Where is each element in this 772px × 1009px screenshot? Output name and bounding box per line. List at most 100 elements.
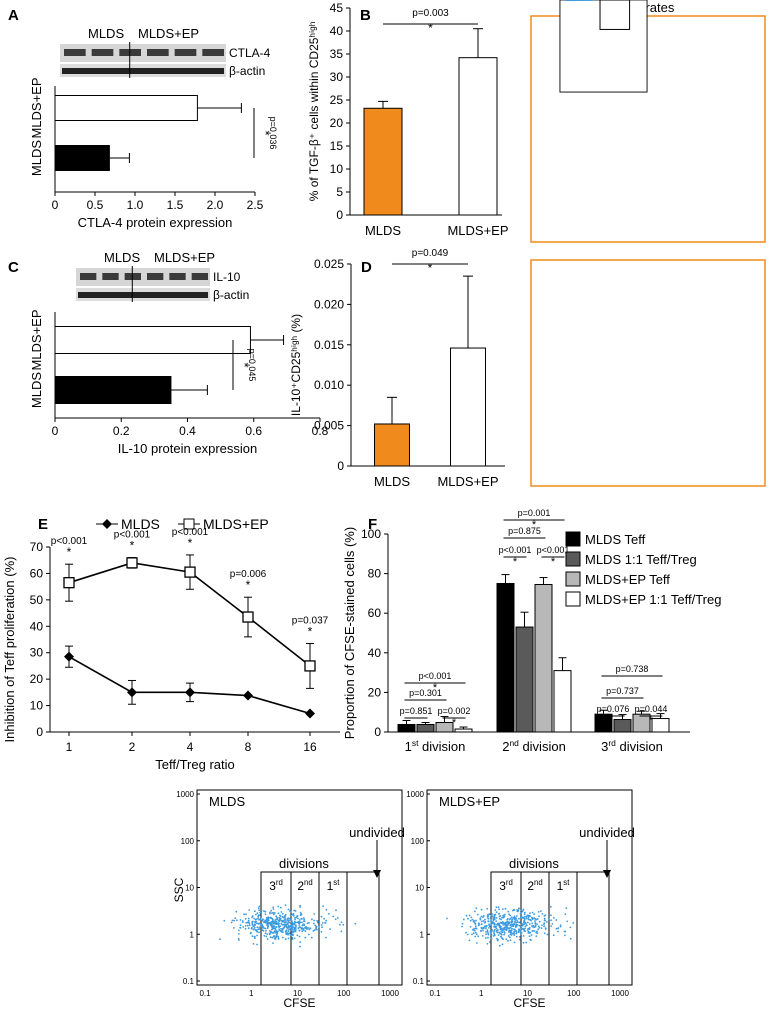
cfse-dot [223, 919, 226, 922]
cfse-dot [543, 923, 545, 926]
cfse-dot [277, 938, 280, 940]
cfse-dot [272, 924, 274, 926]
cfse-dot [474, 927, 476, 930]
cfse-dot [490, 934, 493, 936]
cfse-dot [520, 932, 523, 934]
cfse-dot [500, 933, 503, 935]
text-part: division [519, 739, 566, 754]
cfse-dot [543, 932, 546, 935]
cfse-dot [491, 920, 494, 923]
cfse-dot [536, 923, 538, 925]
p-value: p=0.045 [247, 349, 257, 382]
legend-label: MLDS Teff [585, 532, 646, 547]
significance-star: * [258, 130, 273, 135]
y-tick-label: 70 [30, 540, 44, 554]
legend-marker [183, 518, 195, 530]
cfse-dot [543, 915, 546, 917]
cfse-dot [508, 928, 510, 930]
cfse-dot [486, 929, 489, 932]
cfse-dot [469, 925, 472, 928]
cfse-dot [248, 909, 251, 911]
cfse-dot [324, 921, 326, 924]
cfse-dot [234, 917, 237, 919]
cfse-dot [531, 916, 533, 919]
x-tick-label: 0.2 [113, 424, 130, 438]
cfse-dot [291, 920, 293, 923]
cfse-dot [487, 913, 489, 916]
cfse-dot [485, 931, 487, 933]
cfse-dot [231, 919, 234, 922]
cfse-dot [295, 926, 297, 928]
cfse-dot [487, 933, 490, 936]
superscript: nd [304, 878, 313, 887]
gate-label: 2nd [527, 878, 542, 893]
superscript: rd [506, 878, 513, 887]
cfse-dot [500, 927, 503, 930]
data-point-MLDS+EP [304, 660, 316, 672]
cfse-dot [474, 935, 477, 938]
cfse-dot [553, 917, 555, 919]
cfse-dot [462, 918, 465, 921]
bar-MLDS Teff [594, 713, 613, 733]
cfse-dot [256, 943, 258, 946]
cfse-dot [301, 930, 304, 933]
cfse-dot [565, 907, 568, 910]
cfse-dot [503, 931, 505, 933]
cfse-dot [259, 917, 262, 920]
y-tick-label: 10 [30, 699, 44, 713]
cfse-dot [518, 936, 521, 938]
cfse-dot [557, 930, 559, 933]
y-tick-label: 0 [337, 459, 344, 473]
cfse-dot [488, 923, 490, 926]
cfse-dot [293, 922, 296, 924]
cfse-dot [283, 925, 286, 928]
cfse-dot [325, 909, 328, 911]
flow-y-tick: 0.1 [552, 0, 558, 1]
cfse-dot [313, 919, 315, 922]
cfse-dot [237, 938, 240, 940]
blot-label: CTLA-4 [229, 46, 271, 60]
cfse-dot [253, 926, 256, 929]
cfse-dot [497, 939, 499, 941]
cfse-dot [254, 937, 256, 940]
cfse-dot [272, 908, 275, 910]
cfse-dot [530, 939, 532, 941]
cfse-dot [284, 904, 287, 907]
cfse-dot [472, 920, 475, 923]
cfse-dot [292, 923, 294, 925]
cfse-dot [543, 925, 546, 928]
cfse-dot [282, 912, 284, 915]
legend-marker [102, 519, 112, 529]
text-part: 3 [499, 879, 506, 893]
category-label: MLDS [374, 474, 410, 489]
cfse-dot [475, 919, 477, 922]
flow-dots [565, 0, 594, 1]
legend-label: MLDS 1:1 Teff/Treg [585, 552, 697, 567]
blot-lane [102, 273, 119, 280]
cfse-dot [509, 939, 512, 942]
p-value: p=0.737 [606, 686, 639, 696]
cfse-dot [498, 908, 500, 911]
cfse-dot [486, 930, 489, 933]
cfse-dot [280, 911, 283, 913]
legend-swatch [565, 531, 581, 547]
data-point-MLDS [127, 687, 137, 698]
cfse-dot [272, 919, 274, 922]
superscript: nd [534, 878, 543, 887]
cfse-dot [486, 915, 489, 917]
cfse-dot [261, 918, 264, 921]
cfse-dot [274, 919, 276, 921]
cfse-dot [480, 927, 483, 930]
cfse-dot [291, 936, 294, 939]
gate-label: 3rd [499, 878, 513, 893]
y-tick-label: 100 [181, 837, 195, 846]
divisions-label: divisions [509, 856, 559, 871]
y-tick-label: 1 [190, 930, 195, 939]
significance-star: * [513, 556, 518, 568]
cfse-dot [502, 929, 504, 932]
x-tick-label: 10 [293, 989, 302, 998]
cfse-dot [541, 924, 543, 927]
cfse-dot [244, 917, 247, 920]
cfse-dot [281, 915, 284, 918]
divisions-label: divisions [279, 856, 329, 871]
